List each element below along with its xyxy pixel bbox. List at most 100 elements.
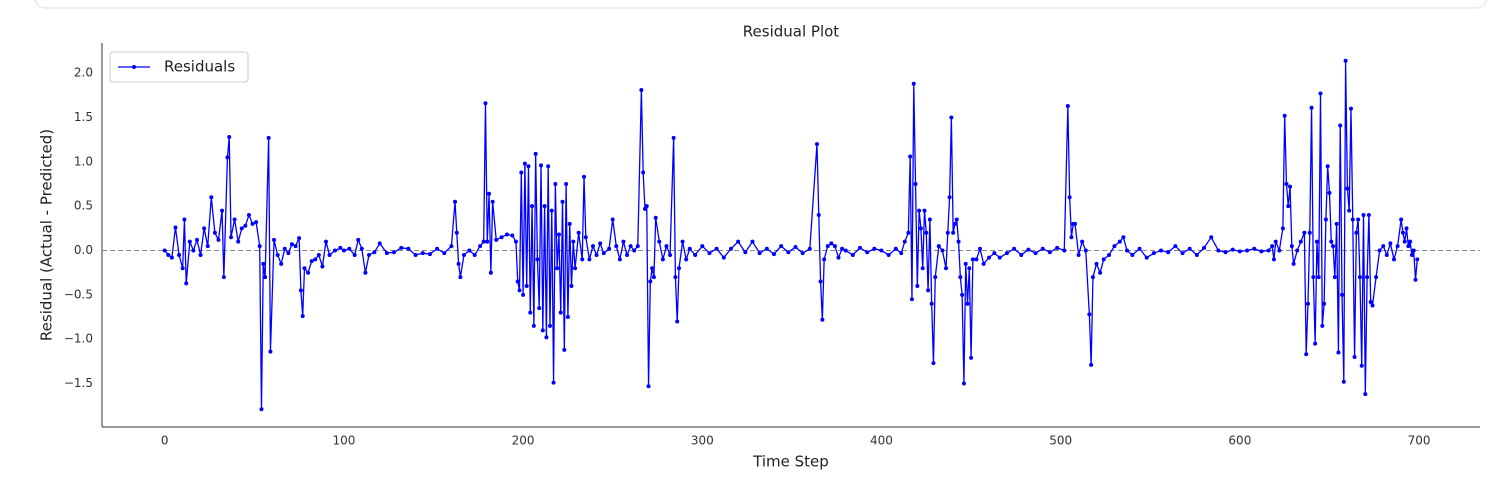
data-point — [945, 230, 950, 235]
data-point — [521, 292, 526, 297]
data-point — [216, 237, 221, 242]
data-point — [743, 250, 748, 255]
data-point — [1130, 252, 1135, 257]
data-point — [338, 245, 343, 250]
data-point — [313, 257, 318, 262]
data-point — [1388, 241, 1393, 246]
data-point — [1406, 244, 1411, 249]
data-point — [535, 257, 540, 262]
data-point — [528, 310, 533, 315]
data-point — [298, 288, 303, 293]
data-point — [263, 275, 268, 280]
data-point — [822, 257, 827, 262]
data-point — [1282, 113, 1287, 118]
data-point — [675, 319, 680, 324]
data-point — [562, 347, 567, 352]
y-tick-label: −0.5 — [64, 287, 93, 301]
data-point — [297, 236, 302, 241]
data-point — [648, 279, 653, 284]
data-point — [487, 191, 492, 196]
data-point — [974, 257, 979, 262]
data-point — [1026, 247, 1031, 252]
data-point — [843, 248, 848, 253]
data-point — [793, 244, 798, 249]
data-point — [963, 261, 968, 266]
data-point — [293, 244, 298, 249]
data-point — [958, 275, 963, 280]
data-point — [488, 270, 493, 275]
data-point — [1121, 235, 1126, 240]
data-point — [617, 257, 622, 262]
data-point — [660, 257, 665, 262]
data-point — [969, 355, 974, 360]
data-point — [1069, 235, 1074, 240]
data-point — [1391, 257, 1396, 262]
data-point — [736, 239, 741, 244]
data-point — [956, 239, 961, 244]
data-point — [560, 199, 565, 204]
data-point — [610, 217, 615, 222]
data-point — [818, 279, 823, 284]
data-point — [191, 248, 196, 253]
data-point — [494, 237, 499, 242]
data-point — [205, 244, 210, 249]
data-point — [931, 361, 936, 366]
data-point — [483, 101, 488, 106]
data-point — [1309, 105, 1314, 110]
data-point — [212, 230, 217, 235]
data-point — [857, 245, 862, 250]
data-point — [542, 204, 547, 209]
data-point — [202, 226, 207, 231]
data-point — [549, 208, 554, 213]
data-point — [816, 213, 821, 218]
data-point — [944, 266, 949, 271]
data-point — [728, 246, 733, 251]
data-point — [300, 314, 305, 319]
data-point — [573, 266, 578, 271]
data-point — [1080, 239, 1085, 244]
data-point — [1137, 246, 1142, 251]
x-tick-label: 100 — [332, 434, 355, 448]
data-point — [632, 248, 637, 253]
data-point — [166, 252, 171, 257]
data-point — [359, 246, 364, 251]
x-tick-label: 500 — [1049, 434, 1072, 448]
data-point — [920, 266, 925, 271]
data-point — [850, 252, 855, 257]
data-point — [1289, 244, 1294, 249]
data-point — [961, 381, 966, 386]
data-point — [478, 244, 483, 249]
data-point — [693, 252, 698, 257]
data-point — [750, 239, 755, 244]
data-point — [1202, 245, 1207, 250]
data-point — [259, 407, 264, 412]
data-point — [582, 174, 587, 179]
data-point — [927, 217, 932, 222]
data-point — [684, 257, 689, 262]
data-point — [949, 115, 954, 120]
data-point — [1295, 248, 1300, 253]
data-point — [879, 248, 884, 253]
data-point — [650, 266, 655, 271]
data-point — [899, 251, 904, 256]
data-point — [246, 213, 251, 218]
data-point — [677, 266, 682, 271]
data-point — [1062, 248, 1067, 253]
data-point — [236, 239, 241, 244]
data-point — [598, 241, 603, 246]
y-tick-label: 0.5 — [74, 199, 93, 213]
data-point — [392, 250, 397, 255]
data-point — [687, 246, 692, 251]
data-point — [184, 281, 189, 286]
data-point — [243, 223, 248, 228]
data-point — [1322, 301, 1327, 306]
data-point — [1166, 250, 1171, 255]
data-point — [832, 244, 837, 249]
data-point — [565, 315, 570, 320]
data-point — [913, 182, 918, 187]
data-point — [1194, 252, 1199, 257]
y-tick-label: 2.0 — [74, 66, 93, 80]
data-point — [657, 239, 662, 244]
data-point — [757, 251, 762, 256]
data-point — [621, 239, 626, 244]
